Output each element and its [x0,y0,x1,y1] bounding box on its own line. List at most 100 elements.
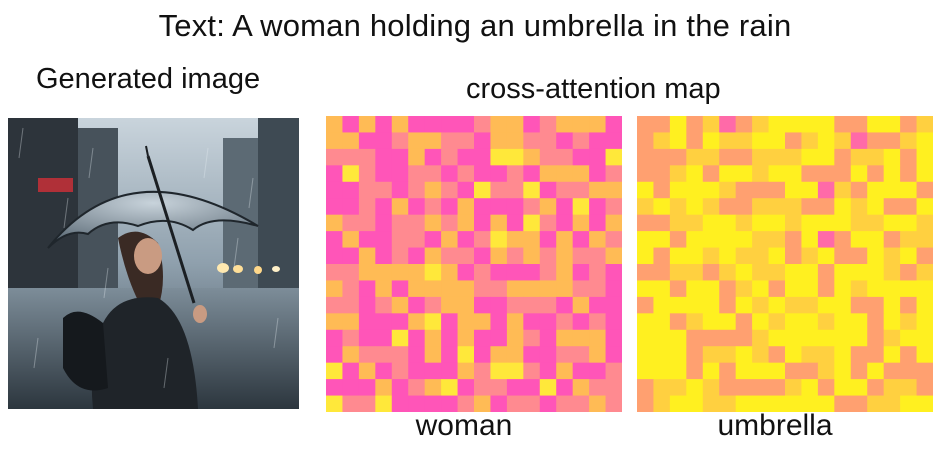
heatmap-cell [441,379,458,396]
heatmap-cell [917,297,933,314]
heatmap-cell [589,116,606,133]
heatmap-cell [736,132,753,149]
heatmap-cell [441,330,458,347]
heatmap-cell [686,297,703,314]
heatmap-cell [342,132,359,149]
heatmap-cell [359,198,376,215]
heatmap-cell [556,379,573,396]
heatmap-cell [917,330,933,347]
heatmap-cell [359,116,376,133]
heatmap-cell [408,198,425,215]
heatmap-cell [458,116,475,133]
heatmap-cell [474,116,491,133]
heatmap-cell [884,149,901,166]
heatmap-cell [900,346,917,363]
heatmap-cell [490,346,507,363]
heatmap-cell [851,264,868,281]
heatmap-cell [342,330,359,347]
heatmap-cell [425,165,442,182]
heatmap-cell [375,182,392,199]
heatmap-cell [851,116,868,133]
heatmap-cell [917,313,933,330]
heatmap-cell [573,248,590,265]
heatmap-cell [834,379,851,396]
heatmap-cell [752,182,769,199]
heatmap-cell [474,280,491,297]
heatmap-cell [703,379,720,396]
heatmap-cell [490,297,507,314]
heatmap-cell [326,379,343,396]
heatmap-cell [392,313,409,330]
heatmap-cell [507,182,524,199]
heatmap-cell [392,132,409,149]
heatmap-cell [851,165,868,182]
heatmap-cell [573,182,590,199]
heatmap-cell [834,215,851,232]
heatmap-cell [589,264,606,281]
heatmap-cell [851,231,868,248]
heatmap-cell [408,231,425,248]
heatmap-cell [851,330,868,347]
heatmap-cell [834,297,851,314]
heatmap-cell [686,330,703,347]
heatmap-cell [884,313,901,330]
heatmap-cell [834,264,851,281]
heatmap-cell [507,297,524,314]
heatmap-cell [719,330,736,347]
heatmap-cell [359,215,376,232]
heatmap-cell [523,132,540,149]
heatmap-cell [884,330,901,347]
heatmap-cell [342,313,359,330]
heatmap-cell [589,215,606,232]
heatmap-cell [884,297,901,314]
heatmap-cell [490,215,507,232]
heatmap-cell [326,264,343,281]
heatmap-cell [867,165,884,182]
heatmap-cell [736,264,753,281]
heatmap-cell [801,165,818,182]
heatmap-cell [653,182,670,199]
heatmap-cell [408,346,425,363]
heatmap-cell [425,297,442,314]
heatmap-cell [556,198,573,215]
heatmap-cell [785,231,802,248]
heatmap-cell [703,116,720,133]
heatmap-cell [359,132,376,149]
heatmap-cell [573,313,590,330]
heatmap-cell [752,346,769,363]
heatmap-cell [851,149,868,166]
heatmap-cell [458,264,475,281]
heatmap-cell [326,116,343,133]
heatmap-cell [719,363,736,380]
heatmap-cell [490,363,507,380]
heatmap-cell [342,165,359,182]
heatmap-cell [834,280,851,297]
heatmap-cell [326,280,343,297]
heatmap-cell [507,198,524,215]
heatmap-cell [670,264,687,281]
heatmap-cell [326,330,343,347]
heatmap-cell [573,215,590,232]
heatmap-cell [686,346,703,363]
heatmap-cell [917,132,933,149]
heatmap-cell [375,132,392,149]
heatmap-cell [900,149,917,166]
heatmap-cell [441,264,458,281]
heatmap-cell [719,165,736,182]
heatmap-cell [818,379,835,396]
heatmap-cell [670,231,687,248]
heatmap-cell [703,280,720,297]
heatmap-cell [900,182,917,199]
heatmap-cell [686,182,703,199]
heatmap-cell [606,231,622,248]
heatmap-cell [392,149,409,166]
heatmap-cell [769,182,786,199]
heatmap-cell [785,330,802,347]
heatmap-cell [917,363,933,380]
heatmap-cell [408,132,425,149]
heatmap-cell [703,165,720,182]
heatmap-cell [801,379,818,396]
heatmap-cell [752,116,769,133]
heatmap-cell [785,264,802,281]
heatmap-cell [490,248,507,265]
